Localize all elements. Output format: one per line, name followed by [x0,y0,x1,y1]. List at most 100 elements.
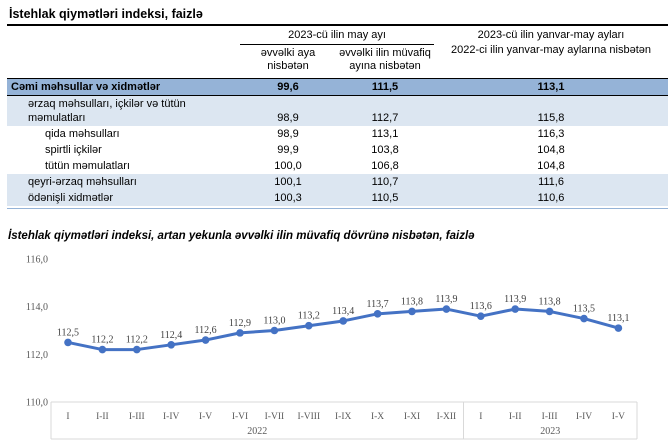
row-label: qida məhsulları [45,128,120,140]
row-value: 110,6 [537,192,565,204]
row-value: 115,8 [537,112,565,124]
table-row: tütün məmulatları 100,0 106,8 104,8 [7,158,668,174]
header-empty-cell [7,26,240,45]
data-point [167,341,175,349]
row-value: 98,9 [277,112,299,124]
row-value: 111,6 [538,176,564,188]
data-label: 113,8 [401,296,423,307]
row-value: 98,9 [277,128,299,140]
row-value: 99,9 [277,144,299,156]
x-axis-tick-label: I-III [542,412,558,422]
row-value: 112,7 [371,112,399,124]
data-point [236,329,244,337]
column-subheader-prev-month: əvvəlki aya nisbətən [260,47,316,72]
y-axis-tick-label: 110,0 [26,398,48,409]
data-point [133,345,141,354]
column-group-may: 2023-cü ilin may ayı [240,26,435,45]
row-value: 106,8 [371,160,399,172]
data-point [545,307,554,316]
data-label: 113,9 [435,294,457,305]
column-header-jan-may-line1: 2023-cü ilin yanvar-may ayları [477,29,625,41]
row-value: 113,1 [537,81,565,93]
data-label: 112,4 [160,330,182,341]
data-point [305,321,313,330]
x-axis-tick-label: I-VII [265,412,285,422]
x-axis-tick-label: I-IX [335,412,351,422]
data-point [408,307,416,316]
data-point [373,310,382,318]
table-row: ərzaq məhsulları, içkilər və tütün məmul… [7,95,668,126]
data-label: 113,1 [607,313,629,324]
data-label: 113,0 [263,316,285,327]
data-label: 113,4 [332,306,354,317]
cpi-table-body: Cəmi məhsullar və xidmətlər 99,6 111,5 113,… [7,78,668,206]
data-label: 112,5 [57,327,79,338]
x-axis-tick-label: I-IV [576,412,592,422]
x-axis-year-label: 2022 [247,426,267,437]
data-point [64,338,72,347]
row-value: 100,0 [274,160,302,172]
y-axis-tick-label: 114,0 [26,302,48,313]
x-axis-tick-label: I-XI [404,412,420,422]
data-point [339,317,348,325]
row-value: 100,1 [274,176,302,188]
x-axis-tick-label: I-VI [232,412,248,422]
data-point [270,326,279,335]
data-label: 113,7 [367,299,389,310]
data-point [477,312,485,320]
chart-title: İstehlak qiymətləri indeksi, artan yekun… [8,230,475,242]
row-value: 104,8 [537,160,565,172]
column-header-jan-may-line2: 2022-ci ilin yanvar-may aylarına nisbətə… [451,44,651,56]
column-header-jan-may: 2023-cü ilin yanvar-may ayları 2022-ci i… [434,26,668,79]
row-label: ödənişli xidmətlər [28,192,113,204]
x-axis-tick-label: I-VIII [297,412,320,422]
cpi-chart-section: İstehlak qiymətləri indeksi, artan yekun… [0,230,668,448]
table-row: ödənişli xidmətlər 100,3 110,5 110,6 [7,190,668,206]
x-axis-tick-label: I-II [96,412,109,422]
cpi-table: 2023-cü ilin may ayı 2023-cü ilin yanvar… [7,26,668,206]
data-label: 113,8 [539,296,561,307]
data-point [98,345,107,354]
y-axis-tick-label: 112,0 [26,350,48,361]
data-label: 113,2 [298,311,320,322]
row-value: 99,6 [277,81,299,93]
table-row: Cəmi məhsullar və xidmətlər 99,6 111,5 113,… [7,78,668,96]
cpi-table-wrap: 2023-cü ilin may ayı 2023-cü ilin yanvar… [7,26,668,209]
row-value: 113,1 [371,128,399,140]
cpi-line-chart: 116,0 114,0 112,0 110,0 2022 2023 I I-II I-III I-… [26,255,638,440]
x-axis-year-label: 2023 [540,426,560,437]
row-value: 116,3 [537,128,565,140]
table-row: spirtli içkilər 99,9 103,8 104,8 [7,142,668,158]
row-value: 103,8 [371,144,399,156]
x-axis-tick-label: I-X [371,412,384,422]
header-empty-cell [7,45,240,79]
data-label: 112,6 [195,325,217,336]
data-label: 113,9 [504,294,526,305]
x-axis-tick-label: I-III [129,412,145,422]
y-axis-tick-label: 116,0 [26,255,48,266]
x-axis-tick-label: I-V [612,412,625,422]
data-point [201,336,210,344]
row-label: ərzaq məhsulları, içkilər və tütün məmul… [28,98,186,124]
data-label: 112,2 [126,335,148,346]
row-label: qeyri-ərzaq məhsulları [28,176,137,188]
data-label: 113,6 [470,301,492,312]
data-point [580,314,588,323]
x-axis-tick-label: I [66,412,69,422]
cpi-table-section: İstehlak qiymətləri indeksi, faizlə 2023… [0,0,668,209]
x-axis-tick-label: I-XII [437,412,457,422]
data-label: 112,2 [91,335,113,346]
row-label: Cəmi məhsullar və xidmətlər [11,81,161,93]
data-label: 112,9 [229,318,251,329]
row-value: 110,5 [371,192,399,204]
table-row: qida məhsulları 98,9 113,1 116,3 [7,126,668,142]
data-point [614,324,623,332]
x-axis-tick-label: I-V [199,412,212,422]
column-subheader-prev-year-month: əvvəlki ilin müvafiq ayına nisbətən [339,47,431,72]
row-value: 104,8 [537,144,565,156]
data-point [511,305,519,313]
x-axis-tick-label: I [479,412,482,422]
row-label: tütün məmulatları [45,160,130,172]
table-row: qeyri-ərzaq məhsulları 100,1 110,7 111,6 [7,174,668,190]
